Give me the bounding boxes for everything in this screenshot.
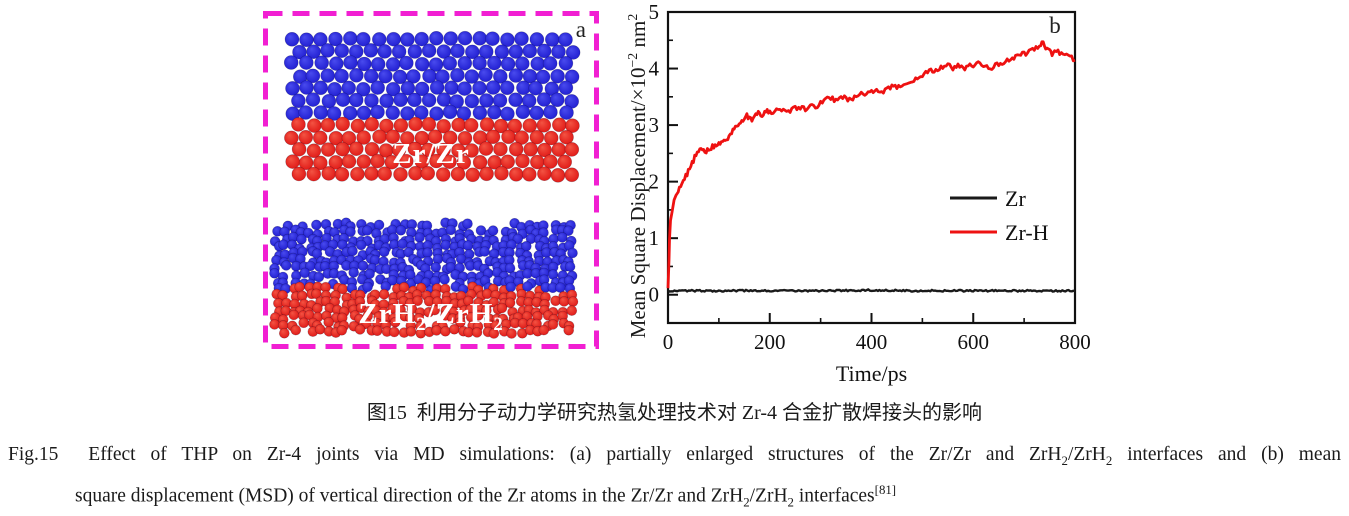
caption-english-line1: Fig.15 Effect of THP on Zr-4 joints via …	[8, 444, 1341, 468]
panel-b-chart: 0 200 400 600 800 0 1 2 3 4 5 Zr Zr-H Time/ps b	[620, 0, 1120, 395]
x-tick-label: 200	[754, 330, 786, 354]
y-tick-label: 2	[649, 170, 660, 194]
panel-a-letter: a	[575, 17, 586, 42]
legend-label-Zr: Zr	[1005, 186, 1026, 211]
dashed-border	[263, 11, 599, 349]
legend-label-Zr-H: Zr-H	[1005, 220, 1049, 245]
x-tick-label: 400	[856, 330, 888, 354]
msd-chart: 0 200 400 600 800 0 1 2 3 4 5 Zr Zr-H Time/ps	[649, 0, 1091, 386]
caption-chinese: 图15 利用分子动力学研究热氢处理技术对 Zr-4 合金扩散焊接头的影响	[366, 402, 983, 424]
x-tick-label: 0	[663, 330, 674, 354]
panel-b-letter: b	[1049, 13, 1061, 38]
x-tick-label: 800	[1059, 330, 1091, 354]
y-tick-label: 5	[649, 0, 660, 24]
series-line-Zr	[667, 288, 1075, 293]
y-tick-label: 4	[649, 57, 660, 81]
y-tick-label: 1	[649, 226, 660, 250]
x-tick-label: 600	[958, 330, 990, 354]
y-tick-label: 0	[649, 283, 660, 307]
y-tick-label: 3	[649, 113, 660, 137]
panel-a-structures: Zr/Zr ZrH2/ZrH2 a	[262, 10, 600, 350]
caption-english-line2: square displacement (MSD) of vertical di…	[75, 483, 897, 510]
x-axis-title: Time/ps	[836, 361, 907, 386]
atoms-canvas	[263, 11, 599, 349]
series-line-Zr-H	[666, 40, 1076, 289]
